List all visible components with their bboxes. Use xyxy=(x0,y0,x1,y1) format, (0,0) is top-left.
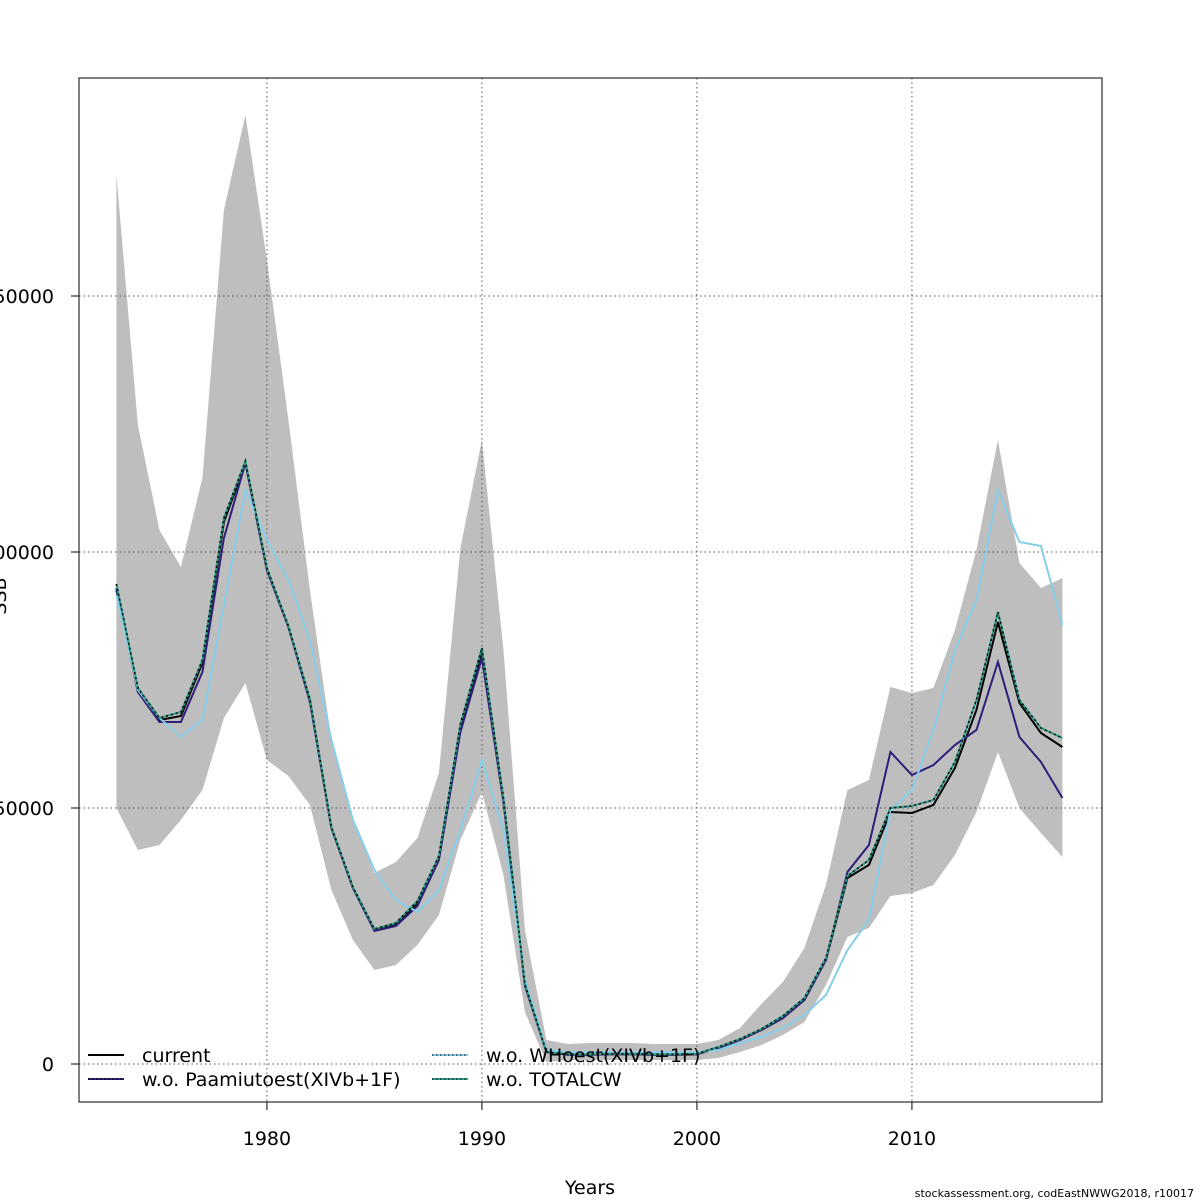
legend-label: w.o. TOTALCW xyxy=(486,1069,622,1091)
plot-frame xyxy=(78,77,1103,1103)
legend-label: w.o. Paamiutoest(XIVb+1F) xyxy=(142,1069,400,1091)
legend-label: w.o. WHoest(XIVb+1F) xyxy=(486,1045,700,1067)
legend-label: current xyxy=(142,1045,211,1067)
series-line-overlay xyxy=(115,458,1063,1056)
footnote: stockassessment.org, codEastNWWG2018, r1… xyxy=(915,1187,1194,1200)
x-tick-label: 1980 xyxy=(243,1128,291,1150)
x-tick-label: 2000 xyxy=(673,1128,721,1150)
y-tick-label: 150000 xyxy=(0,286,54,308)
y-tick-label: 0 xyxy=(42,1054,54,1076)
confidence-band xyxy=(116,114,1063,1062)
y-axis-label: SSB xyxy=(0,577,11,614)
series-line xyxy=(115,486,1064,1054)
x-tick-label: 2010 xyxy=(888,1128,936,1150)
y-tick-label: 50000 xyxy=(0,798,54,820)
x-tick-label: 1990 xyxy=(458,1128,506,1150)
x-axis-label: Years xyxy=(564,1177,615,1199)
